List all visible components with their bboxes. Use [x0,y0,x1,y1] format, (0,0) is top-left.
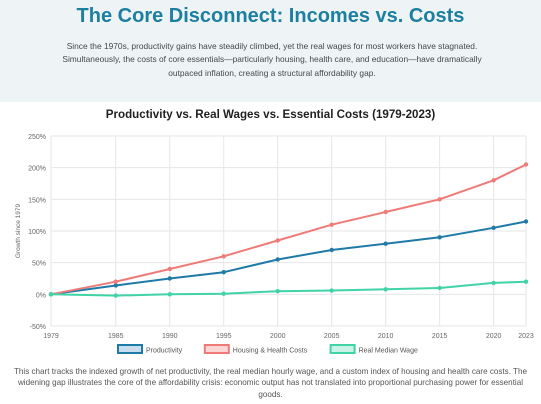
data-point [491,178,496,183]
y-tick-label: 250% [28,134,46,141]
data-point [167,276,172,281]
gridlines [50,135,527,327]
x-tick-label: 1985 [108,333,124,340]
legend-label: Productivity [146,348,183,355]
data-point [491,280,496,286]
legend-item[interactable]: Real Median Wage [329,344,418,355]
y-tick-label: 200% [28,166,46,173]
data-point [275,238,280,243]
data-point [275,257,280,262]
data-point [523,162,529,167]
y-tick-label: 100% [28,229,46,236]
series-line [50,163,527,296]
x-tick-label: 1990 [162,333,178,340]
x-tick-label: 1979 [43,333,59,340]
legend-label: Housing & Health Costs [233,348,308,355]
series-line [50,220,527,296]
legend[interactable]: Productivity Housing & Health Costs Real M… [117,344,418,355]
legend-swatch [117,344,143,354]
chart-caption: This chart tracks the indexed growth of … [13,367,528,399]
data-point [437,285,442,291]
data-point [491,225,496,231]
x-tick-label: 2010 [378,333,394,340]
series-line [50,280,527,297]
data-point [383,241,388,246]
x-tick-label: 2005 [324,333,340,340]
data-point [329,288,334,293]
data-point [523,279,529,284]
hero-section: The Core Disconnect: Incomes vs. Costs S… [0,0,541,102]
x-tick-label: 1995 [216,333,232,340]
data-point [48,292,54,297]
data-point [275,288,280,294]
data-point [167,292,172,297]
x-tick-label: 2015 [432,333,448,340]
data-point [329,247,334,253]
legend-label: Real Median Wage [359,348,418,355]
data-point [383,287,388,292]
y-axis-title: Growth since 1979 [15,204,22,259]
data-point [113,293,118,298]
data-point [523,219,529,224]
line-chart: -50% 0% 50% 100% 150% 200% 250% 1979 1985 1990 199… [15,134,534,355]
data-point [221,254,226,259]
data-point [221,269,226,275]
intro-paragraph: Since the 1970s, productivity gains have… [62,41,482,78]
data-point [167,266,172,272]
data-point [437,197,442,202]
legend-item[interactable]: Productivity [117,344,183,355]
legend-item[interactable]: Housing & Health Costs [203,344,308,355]
y-tick-label: 150% [28,197,46,204]
y-tick-label: 0% [36,292,46,299]
legend-swatch [329,344,356,354]
series-lines [48,162,529,298]
chart-title: Productivity vs. Real Wages vs. Essentia… [105,108,436,121]
x-tick-label: 2023 [518,333,534,340]
data-point [221,291,226,296]
axes: -50% 0% 50% 100% 150% 200% 250% 1979 1985 1990 199… [15,134,534,340]
x-tick-label: 2000 [270,333,286,340]
data-point [329,222,334,227]
x-tick-label: 2020 [486,333,502,340]
data-point [113,279,118,284]
data-point [113,283,118,288]
y-tick-label: 50% [32,261,46,268]
chart-card [0,102,541,404]
legend-swatch [203,344,230,354]
data-point [383,209,388,215]
page-title: The Core Disconnect: Incomes vs. Costs [76,5,465,27]
data-point [437,235,442,240]
y-tick-label: -50% [30,324,46,331]
